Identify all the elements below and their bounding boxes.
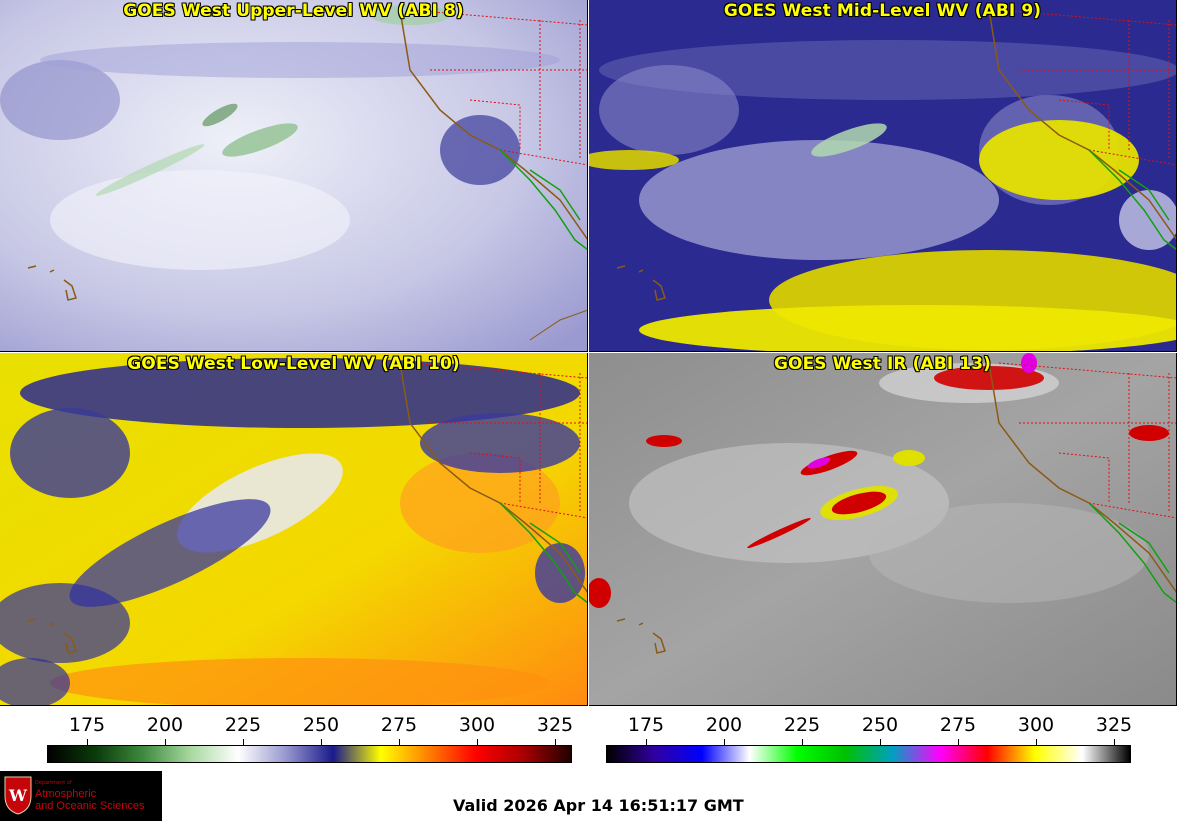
colorbar-tick-label: 250 <box>302 714 340 736</box>
colorbar-tick-mark <box>646 739 647 745</box>
colorbar-tick-mark <box>555 739 556 745</box>
aos-logo[interactable]: W Department of Atmospheric and Oceanic … <box>0 771 162 821</box>
infrared-colorbar: 175 200 225 250 275 300 325 <box>589 706 1177 766</box>
colorbar-tick-label: 200 <box>705 714 743 736</box>
logo-line-1: Atmospheric <box>35 788 97 800</box>
colorbar-tick-label: 300 <box>1017 714 1055 736</box>
ir-image <box>589 353 1176 705</box>
valid-time: Valid 2026 Apr 14 16:51:17 GMT <box>453 796 744 815</box>
water-vapor-color-scale <box>47 745 572 763</box>
colorbar-tick-mark <box>1036 739 1037 745</box>
colorbar-tick-label: 175 <box>68 714 106 736</box>
colorbar-tick-mark <box>958 739 959 745</box>
colorbar-tick-mark <box>1114 739 1115 745</box>
colorbar-tick-label: 300 <box>458 714 496 736</box>
logo-department: Department of <box>35 780 72 786</box>
colorbar-tick-label: 325 <box>536 714 574 736</box>
infrared-color-scale <box>606 745 1131 763</box>
logo-line-2: and Oceanic Sciences <box>35 800 145 812</box>
colorbar-tick-mark <box>724 739 725 745</box>
water-vapor-colorbar: 175 200 225 250 275 300 325 <box>0 706 589 766</box>
colorbar-tick-label: 325 <box>1095 714 1133 736</box>
upper-level-wv-panel: GOES West Upper-Level WV (ABI 8) <box>0 0 588 352</box>
panel-title: GOES West Upper-Level WV (ABI 8) <box>123 1 464 21</box>
low-level-wv-panel: GOES West Low-Level WV (ABI 10) <box>0 353 588 706</box>
panel-title: GOES West IR (ABI 13) <box>773 354 991 374</box>
colorbar-tick-mark <box>321 739 322 745</box>
colorbar-tick-mark <box>880 739 881 745</box>
colorbar-tick-mark <box>87 739 88 745</box>
upper-level-wv-image <box>0 0 587 351</box>
svg-text:W: W <box>8 786 28 805</box>
colorbar-tick-mark <box>243 739 244 745</box>
mid-level-wv-image <box>589 0 1176 351</box>
panel-title: GOES West Mid-Level WV (ABI 9) <box>723 1 1042 21</box>
colorbar-tick-label: 275 <box>380 714 418 736</box>
colorbar-tick-label: 175 <box>627 714 665 736</box>
colorbar-tick-mark <box>802 739 803 745</box>
panel-title: GOES West Low-Level WV (ABI 10) <box>127 354 460 374</box>
legend-area: 175 200 225 250 275 300 325 175 200 225 … <box>0 706 1177 821</box>
colorbar-tick-mark <box>399 739 400 745</box>
colorbar-tick-label: 200 <box>146 714 184 736</box>
colorbar-tick-mark <box>165 739 166 745</box>
colorbar-tick-label: 250 <box>861 714 899 736</box>
low-level-wv-image <box>0 353 587 705</box>
mid-level-wv-panel: GOES West Mid-Level WV (ABI 9) <box>589 0 1177 352</box>
colorbar-tick-label: 225 <box>783 714 821 736</box>
ir-panel: GOES West IR (ABI 13) <box>589 353 1177 706</box>
colorbar-tick-mark <box>477 739 478 745</box>
colorbar-tick-label: 225 <box>224 714 262 736</box>
uw-crest-icon: W <box>4 776 32 815</box>
colorbar-tick-label: 275 <box>939 714 977 736</box>
